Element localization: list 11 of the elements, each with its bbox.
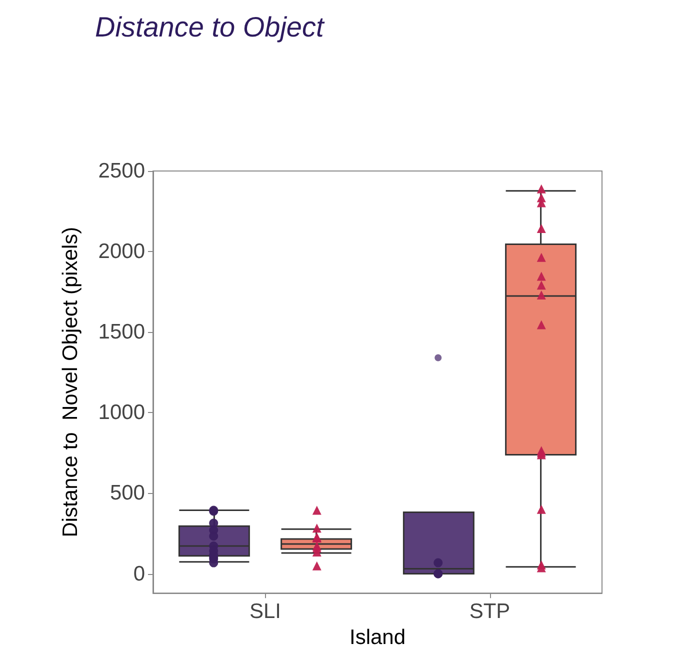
y-tick-label: 1000 <box>98 401 145 424</box>
x-tick-label: SLI <box>249 600 282 624</box>
y-tick-label: 2000 <box>98 240 145 264</box>
y-axis-title: Distance to Novel Object (pixels) <box>59 226 82 538</box>
y-tick-label: 1500 <box>98 320 145 344</box>
y-tick-label: 0 <box>133 562 145 586</box>
x-tick-label: STP <box>469 600 510 624</box>
x-axis-title: Island <box>349 626 406 649</box>
y-tick-label: 2500 <box>98 160 145 182</box>
y-tick-label: 500 <box>110 482 145 505</box>
chart-title: Distance to Object <box>95 12 325 42</box>
